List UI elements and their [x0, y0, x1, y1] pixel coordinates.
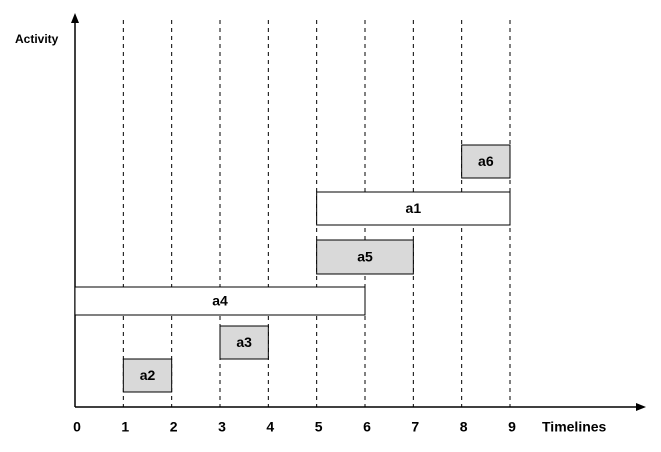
task-label: a6 [478, 153, 494, 169]
task-bar [219, 325, 269, 360]
x-tick-label: 5 [315, 419, 323, 435]
y-axis-label: Activity [15, 32, 59, 46]
task-label: a2 [140, 367, 156, 383]
x-tick-label: 9 [508, 419, 516, 435]
x-tick-label: 6 [363, 419, 371, 435]
x-tick-label: 0 [73, 419, 81, 435]
task-bar [74, 286, 366, 316]
task-label: a1 [406, 200, 422, 216]
y-axis-arrow [71, 13, 79, 23]
x-tick-label: 1 [121, 419, 129, 435]
x-tick-label: 2 [170, 419, 178, 435]
x-tick-label: 8 [460, 419, 468, 435]
task-bar [316, 191, 511, 226]
x-tick-label: 4 [266, 419, 274, 435]
task-label: a4 [212, 293, 228, 309]
task-bar [122, 358, 173, 393]
task-label: a3 [236, 334, 252, 350]
task-bar [461, 144, 511, 179]
task-bar [316, 239, 414, 275]
x-axis-label: Timelines [542, 419, 607, 435]
task-label: a5 [357, 249, 373, 265]
x-tick-label: 3 [218, 419, 226, 435]
x-axis-arrow [636, 403, 646, 411]
x-tick-label: 7 [411, 419, 419, 435]
